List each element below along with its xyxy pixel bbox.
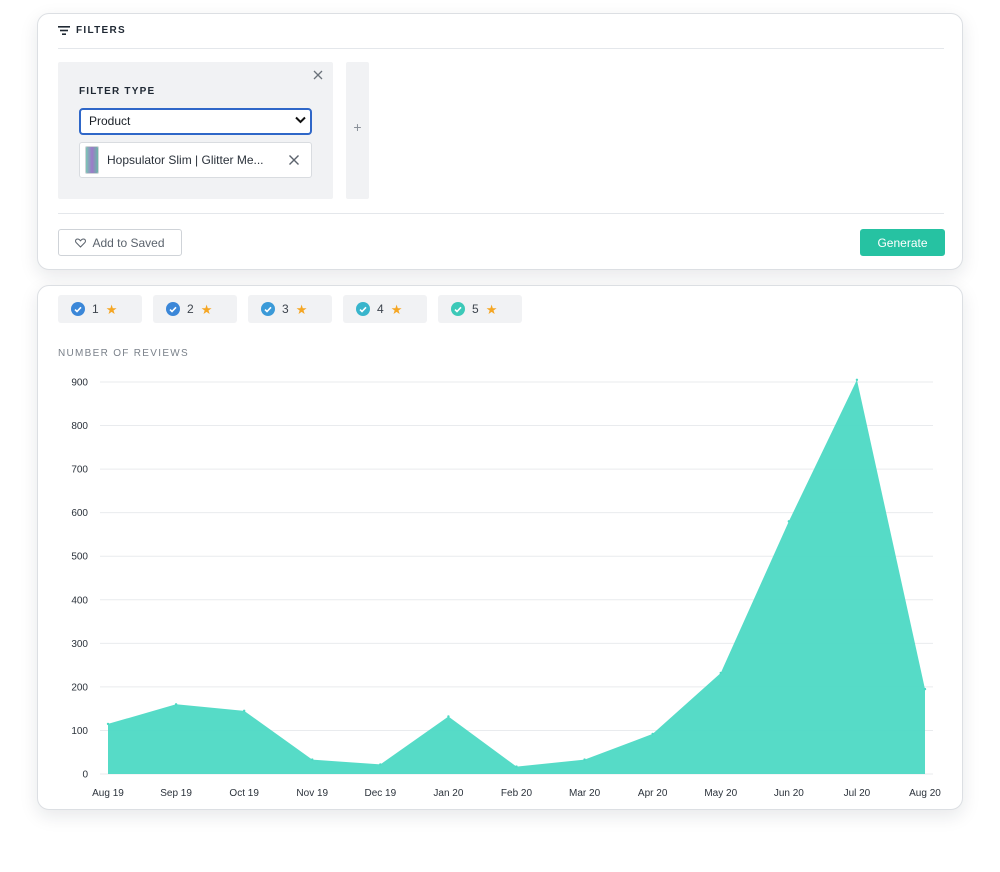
data-point bbox=[651, 732, 654, 736]
star-icon: ★ bbox=[105, 301, 118, 317]
data-point bbox=[174, 703, 178, 706]
x-tick-label: Feb 20 bbox=[501, 788, 533, 799]
plus-icon: + bbox=[353, 119, 362, 135]
divider bbox=[58, 213, 944, 214]
reviews-area-chart: 0 100 200 300 400 500 600 700 800 900 Aug 19 Sep 19… bbox=[71, 378, 941, 800]
data-point bbox=[106, 722, 110, 726]
rating-label: 1 bbox=[92, 302, 99, 316]
filter-type-value: Product bbox=[89, 114, 131, 128]
filter-icon bbox=[58, 26, 70, 35]
heart-icon bbox=[75, 237, 87, 248]
filter-type-label: FILTER TYPE bbox=[79, 86, 156, 97]
y-tick-label: 100 bbox=[71, 726, 88, 737]
divider bbox=[58, 48, 944, 49]
star-icon: ★ bbox=[200, 301, 213, 317]
data-point bbox=[379, 763, 382, 766]
check-circle-icon bbox=[166, 302, 180, 316]
star-icon: ★ bbox=[295, 301, 308, 317]
data-point bbox=[855, 378, 859, 382]
chart-panel: 1 ★ 2 ★ 3 ★ 4 ★ 5 ★ NUMBER OF REVIEWS 0 1… bbox=[37, 285, 963, 810]
y-tick-label: 200 bbox=[71, 682, 88, 693]
filter-box: FILTER TYPE Product Hopsulator Slim | Gl… bbox=[58, 62, 333, 199]
check-circle-icon bbox=[451, 302, 465, 316]
data-point bbox=[311, 758, 314, 761]
check-circle-icon bbox=[71, 302, 85, 316]
filters-header: FILTERS bbox=[58, 25, 126, 36]
data-point bbox=[515, 765, 518, 768]
add-to-saved-button[interactable]: Add to Saved bbox=[58, 229, 182, 256]
product-chip-label: Hopsulator Slim | Glitter Me... bbox=[107, 153, 264, 167]
x-tick-label: Apr 20 bbox=[638, 788, 668, 799]
y-tick-label: 600 bbox=[71, 508, 88, 519]
x-tick-label: Dec 19 bbox=[364, 788, 396, 799]
x-tick-label: Aug 20 bbox=[909, 788, 941, 799]
y-tick-label: 900 bbox=[71, 378, 88, 389]
rating-toggle-5[interactable]: 5 ★ bbox=[438, 295, 522, 323]
y-tick-label: 400 bbox=[71, 595, 88, 606]
rating-toggle-2[interactable]: 2 ★ bbox=[153, 295, 237, 323]
data-point bbox=[787, 520, 791, 523]
close-icon[interactable] bbox=[311, 68, 325, 82]
check-circle-icon bbox=[356, 302, 370, 316]
x-tick-label: Mar 20 bbox=[569, 788, 601, 799]
product-thumbnail bbox=[85, 146, 99, 174]
x-tick-label: Nov 19 bbox=[296, 788, 328, 799]
rating-label: 5 bbox=[472, 302, 479, 316]
rating-toggle-4[interactable]: 4 ★ bbox=[343, 295, 427, 323]
x-tick-label: Sep 19 bbox=[160, 788, 192, 799]
filter-type-select[interactable]: Product bbox=[79, 108, 312, 135]
filters-title: FILTERS bbox=[76, 25, 127, 36]
x-tick-label: Aug 19 bbox=[92, 788, 124, 799]
data-point bbox=[583, 758, 586, 761]
data-point bbox=[719, 671, 722, 675]
data-point bbox=[923, 687, 927, 691]
check-circle-icon bbox=[261, 302, 275, 316]
y-tick-label: 800 bbox=[71, 421, 88, 432]
x-tick-label: Jun 20 bbox=[774, 788, 804, 799]
series-area bbox=[108, 379, 925, 774]
x-tick-label: Oct 19 bbox=[229, 788, 259, 799]
product-chip[interactable]: Hopsulator Slim | Glitter Me... bbox=[79, 142, 312, 178]
y-tick-label: 700 bbox=[71, 465, 88, 476]
y-tick-label: 500 bbox=[71, 552, 88, 563]
rating-label: 3 bbox=[282, 302, 289, 316]
x-tick-label: Jan 20 bbox=[433, 788, 463, 799]
add-filter-button[interactable]: + bbox=[346, 62, 369, 199]
filters-panel: FILTERS FILTER TYPE Product Hopsulator S… bbox=[37, 13, 963, 270]
rating-toggle-1[interactable]: 1 ★ bbox=[58, 295, 142, 323]
generate-button[interactable]: Generate bbox=[860, 229, 945, 256]
star-icon: ★ bbox=[390, 301, 403, 317]
add-to-saved-label: Add to Saved bbox=[92, 235, 165, 250]
rating-toggle-3[interactable]: 3 ★ bbox=[248, 295, 332, 323]
data-point bbox=[447, 715, 450, 718]
y-tick-label: 300 bbox=[71, 639, 88, 650]
y-axis-title: NUMBER OF REVIEWS bbox=[58, 348, 189, 359]
y-tick-label: 0 bbox=[82, 770, 88, 781]
star-icon: ★ bbox=[485, 301, 498, 317]
data-point bbox=[242, 709, 246, 713]
rating-label: 2 bbox=[187, 302, 194, 316]
rating-filter-row: 1 ★ 2 ★ 3 ★ 4 ★ 5 ★ bbox=[58, 295, 522, 323]
chevron-down-icon bbox=[295, 116, 306, 124]
x-tick-label: Jul 20 bbox=[844, 788, 871, 799]
rating-label: 4 bbox=[377, 302, 384, 316]
x-tick-label: May 20 bbox=[704, 788, 737, 799]
remove-product-icon[interactable] bbox=[288, 154, 300, 166]
